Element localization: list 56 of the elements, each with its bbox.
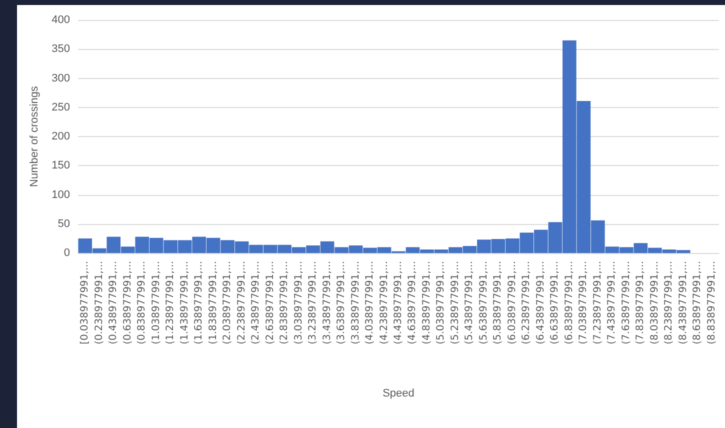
- y-tick-label: 400: [52, 14, 70, 26]
- y-tick-label: 150: [52, 160, 70, 172]
- y-axis-title: Number of crossings: [28, 86, 40, 187]
- x-tick-label: (0.438977991,...: [108, 261, 120, 344]
- x-tick-label: (2.438977991,...: [250, 261, 262, 344]
- x-tick-label: (8.838977991,...: [706, 261, 718, 344]
- y-tick-label: 0: [64, 247, 70, 259]
- y-tick-label: 250: [52, 101, 70, 114]
- x-tick-label: (2.038977991,...: [222, 261, 234, 344]
- x-tick-label: (3.638977991,...: [336, 261, 348, 344]
- x-tick-label: (2.838977991,...: [279, 261, 290, 344]
- x-tick-label: (8.638977991,...: [692, 261, 704, 344]
- y-tick-label: 200: [52, 130, 70, 142]
- x-tick-label: (3.238977991,...: [308, 261, 319, 344]
- x-tick-label: (5.838977991,...: [492, 261, 504, 344]
- x-tick-label: (7.838977991,...: [635, 261, 646, 344]
- x-tick-label: (4.038977991,...: [364, 261, 376, 344]
- x-tick-label: [0.038977991,...: [80, 261, 91, 344]
- x-tick-label: (0.238977991,...: [94, 261, 105, 344]
- x-tick-label: (7.038977991,...: [578, 261, 590, 344]
- x-tick-label: (6.638977991,...: [550, 261, 561, 344]
- x-tick-label: (1.638977991,...: [194, 261, 205, 344]
- y-tick-label: 100: [52, 188, 70, 201]
- y-tick-label: 350: [52, 43, 70, 56]
- x-tick-label: (4.238977991,...: [378, 261, 390, 344]
- x-tick-label: (8.038977991,...: [649, 261, 660, 344]
- x-tick-label: (4.838977991,...: [421, 261, 432, 344]
- x-tick-label: (0.638977991,...: [122, 261, 134, 344]
- y-tick-label: 50: [58, 218, 70, 230]
- x-tick-label: (0.838977991,...: [136, 261, 148, 344]
- x-tick-label: (4.638977991,...: [407, 261, 418, 344]
- x-tick-label: (6.838977991,...: [564, 261, 575, 344]
- x-tick-label: (1.438977991,...: [179, 261, 190, 344]
- x-tick-label: (4.438977991,...: [393, 261, 404, 344]
- x-tick-label: (7.438977991,...: [606, 261, 618, 344]
- x-tick-label: (1.038977991,...: [150, 261, 162, 344]
- x-tick-label: (3.838977991,...: [350, 261, 362, 344]
- x-axis-title: Speed: [382, 388, 414, 400]
- x-tick-label: (5.238977991,...: [450, 261, 461, 344]
- x-tick-label: (8.238977991,...: [664, 261, 675, 344]
- x-tick-label: (7.238977991,...: [592, 261, 604, 344]
- x-tick-label: (6.438977991,...: [535, 261, 546, 344]
- x-tick-label: (3.438977991,...: [322, 261, 333, 344]
- x-tick-label: (3.038977991,...: [293, 261, 304, 344]
- x-tick-label: (2.638977991,...: [264, 261, 276, 344]
- x-tick-label: (6.238977991,...: [521, 261, 532, 344]
- x-tick-label: (7.638977991,...: [620, 261, 632, 344]
- x-tick-label: (5.638977991,...: [478, 261, 490, 344]
- x-tick-label: (1.238977991,...: [165, 261, 176, 344]
- x-tick-label: (8.438977991,...: [678, 261, 689, 344]
- x-tick-label: (5.038977991,...: [436, 261, 447, 344]
- x-tick-label: (2.238977991,...: [236, 261, 248, 344]
- y-tick-label: 300: [52, 72, 70, 84]
- x-tick-label: (5.438977991,...: [464, 261, 476, 344]
- x-tick-label: (1.838977991,...: [208, 261, 219, 344]
- x-tick-label: (6.038977991,...: [506, 261, 518, 344]
